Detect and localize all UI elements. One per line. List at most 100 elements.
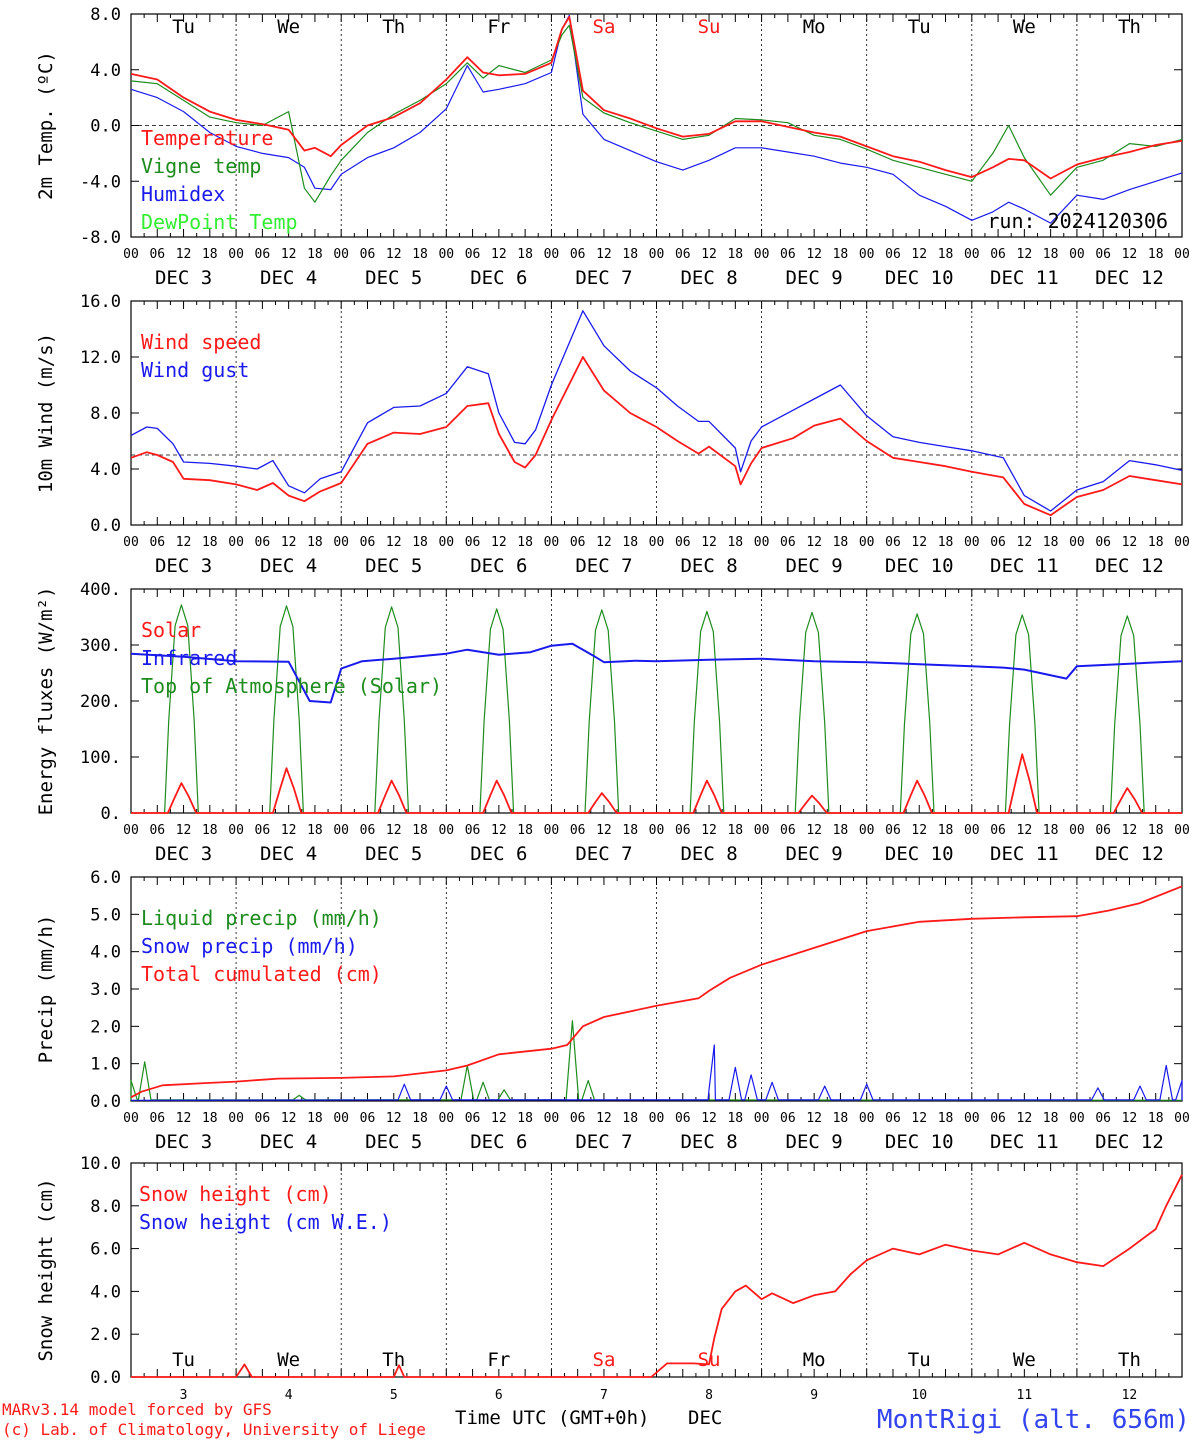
hour-label: 12 bbox=[596, 535, 612, 550]
hour-label: 12 bbox=[1017, 535, 1033, 550]
y-tick-label: 0. bbox=[101, 804, 121, 824]
hour-label: 00 bbox=[1069, 535, 1085, 550]
date-label: DEC 7 bbox=[575, 555, 632, 577]
hour-label: 06 bbox=[990, 823, 1006, 838]
date-label: DEC 3 bbox=[155, 555, 212, 577]
hour-label: 06 bbox=[675, 535, 691, 550]
hour-label: 06 bbox=[465, 247, 481, 262]
hour-label: 06 bbox=[885, 1111, 901, 1126]
legend-entry: Wind gust bbox=[141, 358, 249, 382]
hour-label: 18 bbox=[307, 1111, 323, 1126]
date-label: DEC 5 bbox=[365, 267, 422, 289]
hour-label: 00 bbox=[859, 535, 875, 550]
y-axis-label: 2m Temp. (ºC) bbox=[35, 51, 57, 200]
hour-label: 12 bbox=[491, 1111, 507, 1126]
hour-label: 00 bbox=[438, 1111, 454, 1126]
hour-label: 06 bbox=[1095, 535, 1111, 550]
legend-entry: Snow height (cm) bbox=[139, 1182, 332, 1206]
hour-label: 00 bbox=[1069, 1111, 1085, 1126]
weekday-label: Th bbox=[382, 16, 405, 38]
legend-entry: Infrared bbox=[141, 646, 237, 670]
snow-precip-line bbox=[130, 1044, 1183, 1101]
hour-label: 06 bbox=[885, 247, 901, 262]
hour-label: 12 bbox=[176, 247, 192, 262]
snow-height-line bbox=[131, 1174, 1183, 1378]
hour-label: 12 bbox=[806, 535, 822, 550]
hour-label: 06 bbox=[570, 247, 586, 262]
legend-entry: Snow precip (mm/h) bbox=[141, 934, 358, 958]
infrared-line bbox=[130, 642, 1183, 704]
date-label: DEC 11 bbox=[990, 1131, 1059, 1153]
y-tick-label: 4.0 bbox=[90, 61, 121, 81]
hour-label: 18 bbox=[517, 535, 533, 550]
hour-label: 12 bbox=[281, 535, 297, 550]
hour-label: 00 bbox=[1174, 1111, 1190, 1126]
hour-label: 06 bbox=[149, 247, 165, 262]
weekday-label: Fr bbox=[487, 1349, 510, 1371]
date-label: DEC 10 bbox=[885, 843, 954, 865]
hour-label: 00 bbox=[964, 247, 980, 262]
hour-label: 00 bbox=[649, 247, 665, 262]
day-number-label: 7 bbox=[600, 1388, 608, 1403]
y-tick-label: 8.0 bbox=[90, 5, 121, 25]
hour-label: 18 bbox=[833, 535, 849, 550]
date-label: DEC 8 bbox=[680, 267, 737, 289]
hour-label: 18 bbox=[1148, 535, 1164, 550]
hour-label: 06 bbox=[570, 823, 586, 838]
date-label: DEC 4 bbox=[260, 843, 317, 865]
hour-label: 00 bbox=[649, 1111, 665, 1126]
hour-label: 12 bbox=[1122, 535, 1138, 550]
date-label: DEC 5 bbox=[365, 555, 422, 577]
hour-label: 00 bbox=[123, 247, 139, 262]
y-tick-label: -8.0 bbox=[80, 228, 121, 248]
day-number-label: 5 bbox=[390, 1388, 398, 1403]
hour-label: 00 bbox=[544, 823, 560, 838]
date-label: DEC 7 bbox=[575, 1131, 632, 1153]
hour-label: 18 bbox=[412, 823, 428, 838]
hour-label: 06 bbox=[885, 535, 901, 550]
hour-label: 06 bbox=[149, 1111, 165, 1126]
hour-label: 18 bbox=[727, 247, 743, 262]
hour-label: 06 bbox=[255, 1111, 271, 1126]
weekday-label: Mo bbox=[803, 16, 826, 38]
hour-label: 12 bbox=[491, 247, 507, 262]
hour-label: 18 bbox=[517, 823, 533, 838]
y-tick-label: 100. bbox=[80, 748, 121, 768]
hour-label: 00 bbox=[123, 1111, 139, 1126]
y-tick-label: 4.0 bbox=[90, 943, 121, 963]
date-label: DEC 7 bbox=[575, 843, 632, 865]
hour-label: 06 bbox=[675, 247, 691, 262]
hour-label: 00 bbox=[544, 1111, 560, 1126]
hour-label: 00 bbox=[1174, 535, 1190, 550]
date-label: DEC 6 bbox=[470, 1131, 527, 1153]
date-label: DEC 6 bbox=[470, 267, 527, 289]
y-axis-label: Precip (mm/h) bbox=[35, 915, 57, 1064]
hour-label: 06 bbox=[465, 1111, 481, 1126]
date-label: DEC 12 bbox=[1095, 267, 1164, 289]
date-label: DEC 10 bbox=[885, 555, 954, 577]
hour-label: 18 bbox=[833, 247, 849, 262]
day-number-label: 10 bbox=[911, 1388, 927, 1403]
hour-label: 12 bbox=[386, 247, 402, 262]
hour-label: 00 bbox=[754, 535, 770, 550]
weekday-label: Su bbox=[698, 16, 721, 38]
hour-label: 00 bbox=[649, 823, 665, 838]
weekday-label: Th bbox=[1118, 1349, 1141, 1371]
hour-label: 00 bbox=[1174, 823, 1190, 838]
hour-label: 18 bbox=[938, 247, 954, 262]
hour-label: 18 bbox=[412, 1111, 428, 1126]
weekday-label: Tu bbox=[908, 16, 931, 38]
hour-label: 12 bbox=[281, 247, 297, 262]
hour-label: 00 bbox=[228, 247, 244, 262]
hour-label: 12 bbox=[1122, 247, 1138, 262]
date-label: DEC 4 bbox=[260, 555, 317, 577]
weekday-label: Tu bbox=[172, 1349, 195, 1371]
hour-label: 00 bbox=[754, 247, 770, 262]
y-tick-label: 8.0 bbox=[90, 404, 121, 424]
y-tick-label: 200. bbox=[80, 692, 121, 712]
day-number-label: 11 bbox=[1017, 1388, 1033, 1403]
hour-label: 18 bbox=[1043, 823, 1059, 838]
legend-entry: Temperature bbox=[141, 126, 273, 150]
hour-label: 00 bbox=[438, 535, 454, 550]
